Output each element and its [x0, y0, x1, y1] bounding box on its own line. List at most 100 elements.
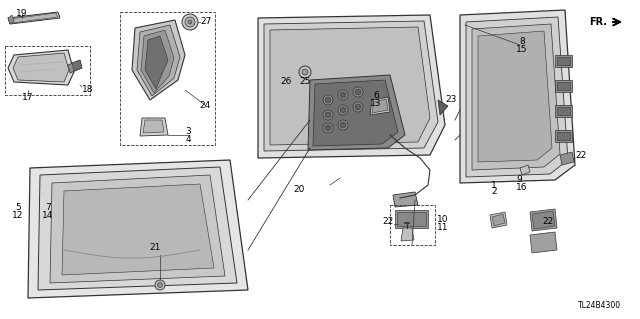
Circle shape [325, 112, 331, 118]
Polygon shape [393, 192, 418, 207]
Text: 17: 17 [22, 93, 34, 101]
Text: FR.: FR. [589, 17, 607, 27]
Circle shape [338, 120, 348, 130]
Polygon shape [72, 60, 82, 71]
Polygon shape [38, 167, 237, 290]
Text: 11: 11 [437, 224, 449, 233]
Polygon shape [555, 55, 572, 67]
Text: 7: 7 [45, 204, 51, 212]
Circle shape [325, 125, 331, 131]
Circle shape [340, 92, 346, 98]
Polygon shape [370, 97, 390, 115]
Polygon shape [372, 99, 388, 113]
Polygon shape [8, 12, 60, 24]
Polygon shape [264, 21, 438, 151]
Circle shape [355, 89, 361, 95]
Text: 12: 12 [12, 211, 24, 219]
Polygon shape [560, 152, 574, 165]
Polygon shape [313, 80, 398, 146]
Text: 15: 15 [516, 44, 528, 54]
Circle shape [340, 122, 346, 128]
Polygon shape [8, 15, 14, 24]
Text: 27: 27 [200, 18, 211, 26]
Polygon shape [438, 100, 448, 115]
Text: 19: 19 [16, 10, 28, 19]
Polygon shape [530, 209, 557, 231]
Polygon shape [490, 212, 507, 228]
Polygon shape [397, 212, 426, 226]
Circle shape [355, 104, 361, 110]
Text: 21: 21 [149, 243, 161, 253]
Polygon shape [10, 13, 58, 23]
Polygon shape [395, 210, 428, 228]
Polygon shape [28, 160, 248, 298]
Text: 2: 2 [491, 188, 497, 197]
Polygon shape [520, 165, 530, 175]
Text: 8: 8 [519, 38, 525, 47]
Polygon shape [62, 184, 214, 275]
Text: 13: 13 [371, 99, 381, 108]
Text: 9: 9 [516, 175, 522, 184]
Text: 3: 3 [185, 128, 191, 137]
Circle shape [302, 69, 308, 75]
Text: 16: 16 [516, 182, 527, 191]
Polygon shape [557, 57, 570, 65]
Circle shape [323, 123, 333, 133]
Polygon shape [132, 20, 185, 100]
Text: 18: 18 [82, 85, 93, 94]
Polygon shape [143, 120, 164, 133]
Text: 10: 10 [437, 216, 449, 225]
Text: 22: 22 [575, 151, 586, 160]
Polygon shape [282, 68, 292, 80]
Polygon shape [557, 132, 570, 140]
Polygon shape [68, 60, 82, 73]
Text: TL24B4300: TL24B4300 [578, 300, 621, 309]
Polygon shape [270, 27, 430, 145]
Circle shape [340, 107, 346, 113]
Text: 24: 24 [200, 100, 211, 109]
Polygon shape [530, 232, 557, 253]
Circle shape [325, 97, 331, 103]
Circle shape [182, 14, 198, 30]
Text: 22: 22 [383, 218, 394, 226]
Polygon shape [532, 211, 555, 229]
Text: 1: 1 [491, 181, 497, 189]
Polygon shape [145, 36, 168, 89]
Circle shape [338, 90, 348, 100]
Circle shape [353, 87, 363, 97]
Polygon shape [555, 105, 572, 117]
Polygon shape [8, 50, 74, 85]
Polygon shape [460, 10, 575, 183]
Circle shape [299, 66, 311, 78]
Circle shape [323, 110, 333, 120]
Circle shape [185, 17, 195, 27]
Polygon shape [50, 175, 225, 283]
Text: 25: 25 [300, 78, 310, 86]
Polygon shape [557, 107, 570, 115]
Text: 4: 4 [185, 136, 191, 145]
Polygon shape [555, 130, 572, 142]
Polygon shape [258, 15, 445, 158]
Polygon shape [492, 214, 505, 226]
Polygon shape [466, 17, 568, 177]
Text: 20: 20 [294, 186, 305, 195]
Polygon shape [478, 31, 552, 162]
Circle shape [155, 280, 165, 290]
Polygon shape [141, 30, 174, 93]
Polygon shape [308, 75, 405, 150]
Circle shape [323, 95, 333, 105]
Circle shape [188, 20, 192, 24]
Text: 23: 23 [445, 95, 456, 105]
Polygon shape [137, 25, 180, 96]
Polygon shape [13, 53, 69, 82]
Text: 6: 6 [373, 92, 379, 100]
Circle shape [338, 105, 348, 115]
Polygon shape [140, 118, 168, 136]
Polygon shape [557, 82, 570, 90]
Circle shape [157, 283, 163, 287]
Text: 22: 22 [542, 218, 554, 226]
Polygon shape [472, 24, 560, 170]
Text: 14: 14 [42, 211, 54, 219]
Polygon shape [555, 80, 572, 92]
Polygon shape [401, 228, 414, 241]
